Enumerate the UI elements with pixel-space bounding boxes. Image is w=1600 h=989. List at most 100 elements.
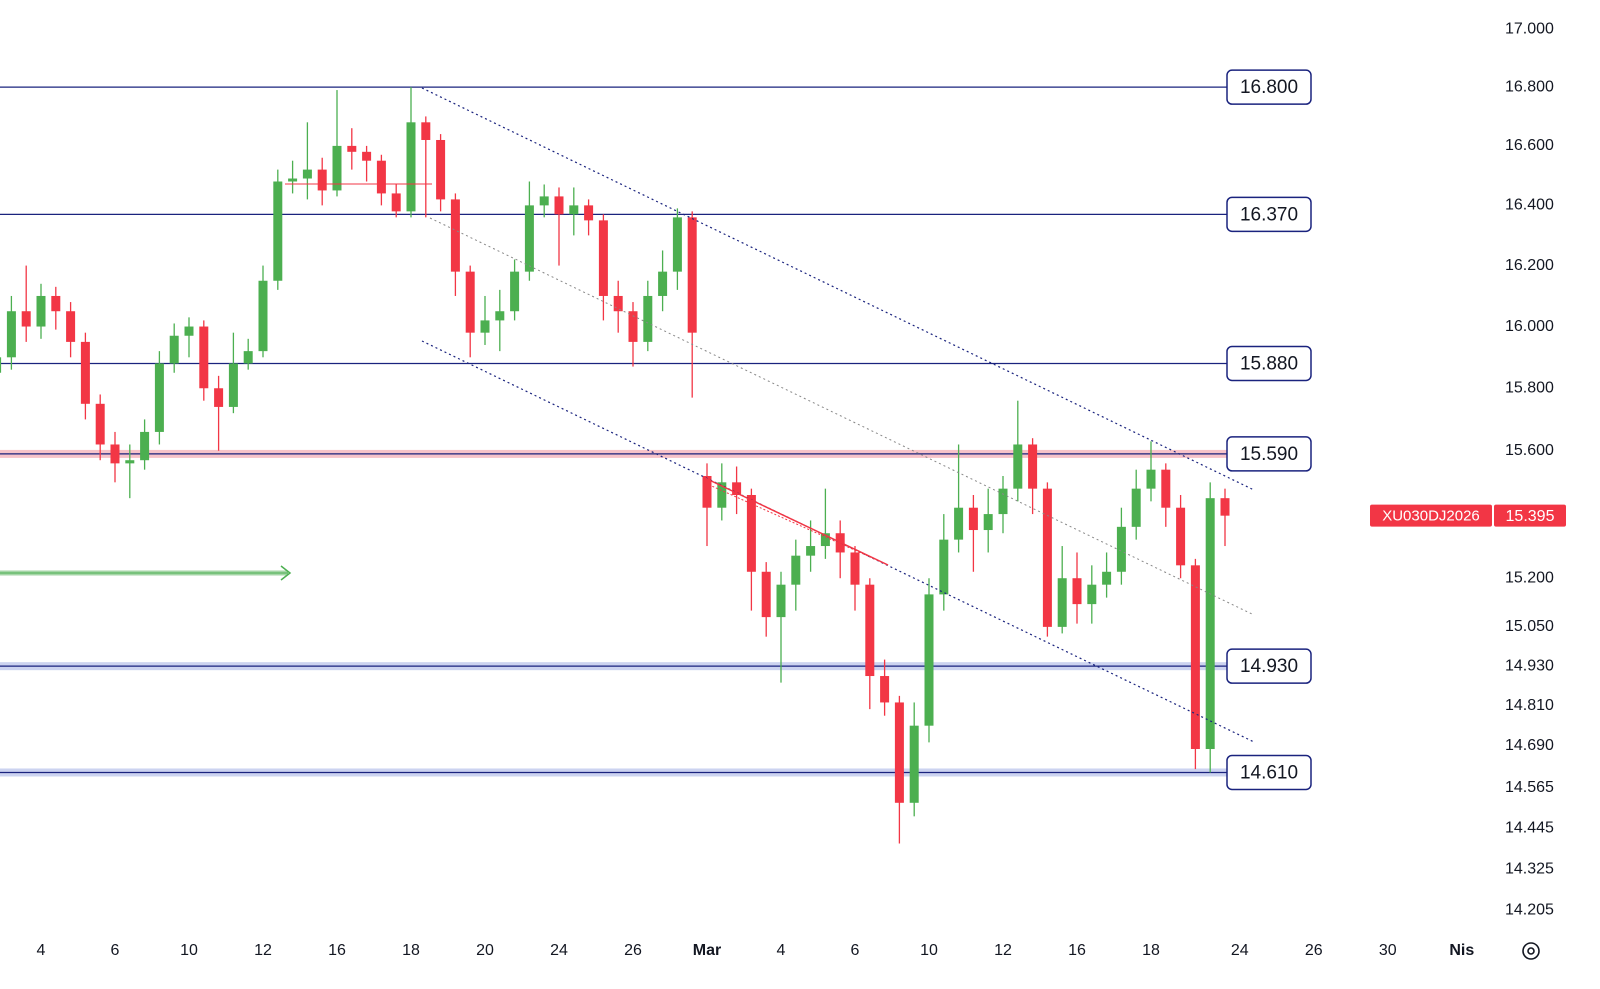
level-box: [1226, 648, 1312, 684]
candle-body: [36, 295, 46, 327]
candle-body: [510, 271, 520, 312]
y-tick-label: 14.565: [1505, 779, 1554, 796]
y-tick-label: 16.200: [1505, 257, 1554, 274]
settings-icon[interactable]: [1522, 942, 1540, 960]
y-tick-label: 14.810: [1505, 697, 1554, 714]
x-tick-label: 4: [777, 942, 786, 959]
candle-body: [1131, 488, 1141, 527]
channel-upper: [421, 87, 1255, 491]
candle-body: [1102, 571, 1112, 585]
y-tick-label: 15.200: [1505, 569, 1554, 586]
candle-body: [939, 539, 949, 595]
candle-body: [465, 271, 475, 333]
candle-body: [924, 594, 934, 726]
candle-body: [199, 326, 209, 389]
candle-body: [436, 139, 446, 200]
candle-body: [0, 357, 2, 373]
price-tag: [1494, 504, 1566, 527]
candle-body: [125, 460, 135, 464]
candle-body: [598, 220, 608, 296]
candle-body: [776, 584, 786, 618]
x-tick-label: 6: [111, 942, 120, 959]
candle-body: [1220, 498, 1230, 516]
candle-body: [791, 555, 801, 585]
level-box: [1226, 436, 1312, 472]
candle-body: [954, 507, 964, 540]
candle-body: [820, 533, 830, 547]
x-tick-label: 10: [180, 942, 198, 959]
candle-body: [554, 196, 564, 215]
level-label: 14.610: [1240, 762, 1298, 783]
candle-body: [6, 311, 16, 358]
x-tick-label: 18: [402, 942, 420, 959]
candle-body: [732, 482, 742, 495]
candle-body: [1161, 469, 1171, 508]
candle-body: [569, 205, 579, 215]
candle-body: [746, 494, 756, 572]
candle-body: [362, 151, 372, 161]
candle-body: [1072, 578, 1082, 605]
y-tick-label: 14.325: [1505, 860, 1554, 877]
candle-body: [21, 311, 31, 327]
candle-body: [1028, 444, 1038, 489]
y-tick-label: 16.600: [1505, 137, 1554, 154]
candle-body: [450, 199, 460, 272]
candle-body: [968, 507, 978, 531]
candle-body: [228, 363, 238, 407]
candle-body: [524, 205, 534, 272]
candle-body: [258, 280, 268, 352]
y-tick-label: 14.205: [1505, 902, 1554, 919]
candle-body: [184, 326, 194, 336]
candle-body: [243, 351, 253, 364]
y-tick-label: 16.800: [1505, 78, 1554, 95]
trend-line: [704, 477, 889, 566]
candle-body: [376, 160, 386, 194]
candle-body: [317, 169, 327, 191]
candle-body: [273, 181, 283, 281]
candle-body: [702, 475, 712, 508]
trend-line: [704, 482, 889, 566]
drawings: [0, 87, 1540, 960]
candle-body: [628, 311, 638, 342]
candle-body: [1116, 526, 1126, 572]
candle-body: [806, 546, 816, 556]
candle-body: [643, 295, 653, 342]
y-tick-label: 15.600: [1505, 442, 1554, 459]
level-label: 14.930: [1240, 656, 1298, 677]
candle-body: [302, 169, 312, 179]
candle-body: [1042, 488, 1052, 627]
candle-body: [95, 403, 105, 445]
candle-body: [850, 552, 860, 585]
candle-body: [880, 676, 890, 703]
y-tick-label: 16.000: [1505, 318, 1554, 335]
level-label: 16.370: [1240, 204, 1298, 225]
x-tick-label: 12: [994, 942, 1012, 959]
x-tick-label: 26: [624, 942, 642, 959]
x-tick-label: 20: [476, 942, 494, 959]
candle-body: [332, 145, 342, 191]
y-tick-label: 16.400: [1505, 197, 1554, 214]
x-tick-label: 16: [328, 942, 346, 959]
candle-body: [347, 145, 357, 152]
candle-body: [1013, 444, 1023, 489]
price-label: 15.395: [1506, 508, 1555, 525]
y-tick-label: 14.445: [1505, 819, 1554, 836]
candle-body: [214, 388, 224, 407]
y-tick-label: 15.050: [1505, 618, 1554, 635]
x-tick-label: 10: [920, 942, 938, 959]
x-tick-label: Nis: [1449, 942, 1474, 959]
y-tick-label: 15.800: [1505, 379, 1554, 396]
level-box: [1226, 69, 1312, 105]
x-tick-label: 30: [1379, 942, 1397, 959]
candle-body: [1146, 469, 1156, 489]
x-tick-label: Mar: [693, 942, 721, 959]
x-tick-label: 4: [37, 942, 46, 959]
candle-body: [1190, 565, 1200, 750]
candle-body: [658, 271, 668, 296]
candle-body: [110, 444, 120, 464]
candle-body: [391, 193, 401, 212]
candle-body: [687, 217, 697, 333]
x-tick-label: 26: [1305, 942, 1323, 959]
settings-core[interactable]: [1527, 947, 1535, 955]
settings-ring[interactable]: [1522, 942, 1540, 960]
